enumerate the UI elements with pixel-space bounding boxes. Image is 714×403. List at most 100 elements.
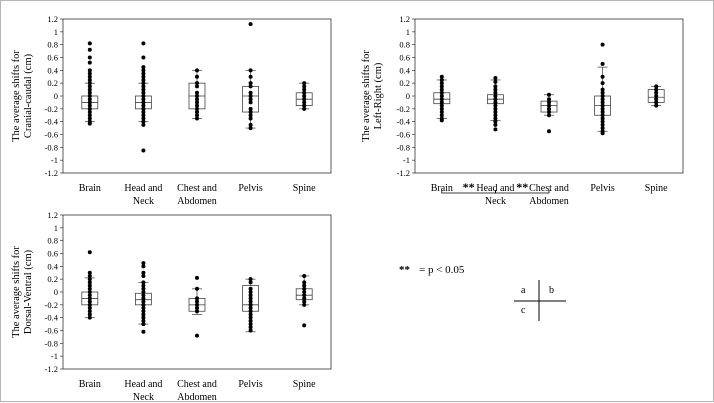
data-point	[87, 68, 92, 73]
y-tick-label: 0	[54, 287, 58, 297]
data-point	[302, 97, 307, 102]
data-point	[87, 302, 92, 307]
data-point	[493, 76, 498, 81]
y-tick-label: 0	[54, 91, 58, 101]
data-point	[87, 87, 92, 92]
y-tick-label: -1.2	[397, 168, 410, 178]
data-point	[654, 100, 659, 105]
y-axis-label: The average shifts for	[361, 50, 372, 142]
y-tick-label: -0.4	[45, 117, 59, 127]
data-point	[248, 100, 253, 105]
data-point	[439, 113, 444, 118]
data-point	[141, 71, 146, 76]
data-point	[141, 290, 146, 294]
data-point	[439, 81, 444, 86]
data-point	[87, 315, 92, 320]
y-tick-label: 0.2	[47, 78, 58, 88]
data-point	[195, 81, 199, 86]
data-point	[439, 100, 444, 105]
data-point	[302, 293, 307, 298]
panel-key-c: c	[521, 305, 526, 316]
data-point	[141, 306, 146, 311]
data-point	[141, 65, 146, 70]
data-point	[141, 280, 146, 285]
x-category-label: Spine	[293, 183, 316, 194]
data-point	[654, 103, 659, 108]
data-point	[248, 122, 253, 127]
data-point	[493, 84, 498, 89]
y-tick-label: 0.2	[399, 78, 410, 88]
y-axis-label: The average shifts for	[11, 50, 22, 142]
data-point	[87, 94, 92, 98]
data-point	[141, 90, 146, 95]
data-point	[439, 97, 444, 102]
data-point	[141, 55, 146, 60]
y-tick-label: 0.6	[47, 249, 58, 259]
data-point	[87, 90, 92, 95]
data-point	[195, 94, 199, 98]
data-point	[87, 293, 92, 298]
panel-key: a b c	[514, 280, 566, 321]
data-point	[600, 81, 605, 86]
data-point	[302, 302, 307, 307]
data-point	[87, 103, 92, 108]
data-point	[302, 103, 307, 108]
x-category-label: Head and	[124, 183, 162, 194]
data-point	[439, 118, 444, 123]
data-point	[439, 74, 444, 79]
data-point	[87, 277, 92, 282]
data-point	[141, 273, 146, 278]
data-point	[248, 325, 253, 330]
y-tick-label: -0.2	[45, 300, 58, 310]
data-point	[248, 302, 253, 307]
data-point	[141, 296, 146, 301]
data-point	[87, 306, 92, 311]
panel-dorsal-ventral: 1.2 1 0.8 0.6 0.4 0.2 0 -0.2 -0.4 -0.6 -0.8 -1 -1.2 T…	[11, 210, 332, 403]
panel-cranial-caudal: 1.2 1 0.8 0.6 0.4 0.2 0 -0.2 -0.4 -0.6 -0.8 -1 -1.2 T…	[11, 14, 332, 207]
y-tick-label: 1	[54, 27, 58, 37]
data-point	[547, 110, 551, 115]
data-point	[600, 74, 605, 79]
data-point	[302, 94, 307, 98]
data-point	[87, 286, 92, 291]
legend-text: = p < 0.05	[419, 264, 465, 276]
data-point	[600, 103, 605, 108]
data-point	[195, 286, 199, 291]
data-point	[600, 100, 605, 105]
data-point	[195, 97, 199, 102]
data-point	[248, 322, 253, 327]
data-point	[600, 122, 605, 127]
data-point	[195, 100, 199, 105]
y-tick-label: -1	[51, 351, 58, 361]
data-point	[600, 94, 605, 98]
y-tick-label: 0	[406, 91, 410, 101]
data-point	[600, 42, 605, 47]
x-category-label: Abdomen	[529, 196, 568, 207]
x-category-label: Brain	[79, 183, 101, 194]
data-point	[87, 312, 92, 317]
data-point	[600, 61, 605, 66]
data-point	[195, 84, 199, 89]
y-tick-label: 0.8	[47, 40, 58, 50]
data-point	[141, 264, 146, 269]
data-point	[248, 74, 253, 79]
data-point	[493, 90, 498, 95]
data-point	[248, 290, 253, 294]
data-point	[493, 110, 498, 115]
data-point	[87, 309, 92, 314]
data-point	[248, 315, 253, 320]
data-point	[248, 318, 253, 323]
y-tick-label: 1	[406, 27, 410, 37]
data-point	[248, 293, 253, 298]
data-point	[141, 322, 146, 327]
data-point	[248, 106, 253, 111]
data-point	[141, 261, 146, 266]
data-point	[547, 129, 551, 134]
data-point	[195, 113, 199, 118]
data-point	[141, 87, 146, 92]
data-point	[141, 94, 146, 98]
data-point	[87, 270, 92, 275]
data-point	[493, 116, 498, 121]
x-category-label: Spine	[645, 183, 668, 194]
data-point	[141, 122, 146, 127]
